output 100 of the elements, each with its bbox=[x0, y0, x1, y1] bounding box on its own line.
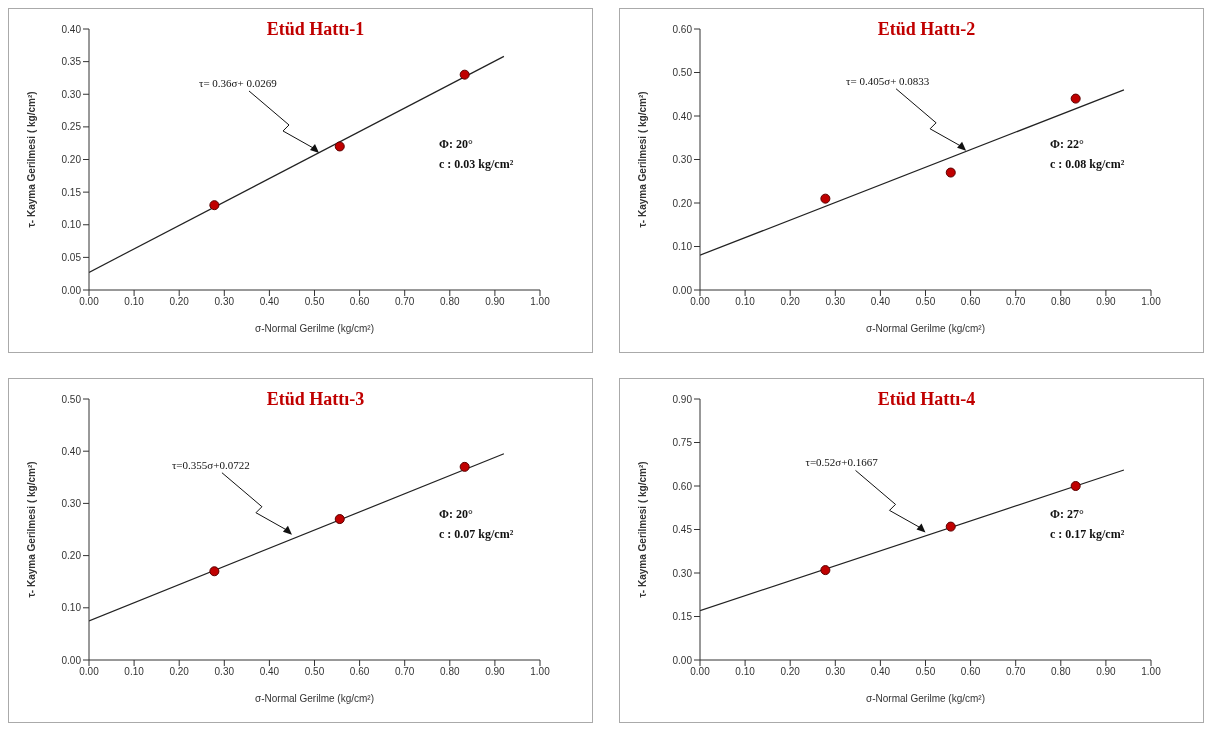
point bbox=[945, 521, 956, 532]
x-tick-label: 0.10 bbox=[735, 296, 756, 308]
y-tick-label: 0.30 bbox=[672, 154, 693, 166]
y-tick-label: 0.25 bbox=[61, 121, 82, 133]
x-tick-label: 0.90 bbox=[1096, 666, 1117, 678]
x-tick-label: 0.70 bbox=[1005, 666, 1026, 678]
x-tick-label: 0.90 bbox=[485, 296, 506, 308]
x-tick-label: 0.80 bbox=[1051, 296, 1071, 308]
point bbox=[334, 514, 345, 525]
point bbox=[209, 566, 220, 577]
x-tick-label: 0.50 bbox=[304, 666, 325, 678]
point bbox=[334, 141, 345, 152]
annotation: τ= 0.36σ+ 0.0269 bbox=[199, 76, 278, 89]
x-tick-label: 1.00 bbox=[1141, 296, 1162, 308]
x-tick-label: 1.00 bbox=[530, 296, 551, 308]
y-tick-label: 0.10 bbox=[61, 219, 82, 231]
y-tick-label: 0.45 bbox=[672, 524, 693, 536]
chart-title: Etüd Hattı-3 bbox=[265, 389, 366, 410]
y-tick-label: 0.10 bbox=[61, 602, 82, 614]
x-tick-label: 0.40 bbox=[870, 666, 891, 678]
y-tick-label: 0.15 bbox=[672, 611, 693, 623]
annotation: c : 0.08 kg/cm² bbox=[1050, 156, 1125, 173]
x-tick-label: 0.90 bbox=[485, 666, 506, 678]
point bbox=[820, 193, 831, 204]
y-axis-title: τ- Kayma Gerilmesi ( kg/cm²) bbox=[636, 461, 648, 598]
x-tick-label: 0.10 bbox=[124, 296, 145, 308]
y-tick-label: 0.20 bbox=[672, 197, 693, 209]
y-tick-label: 0.30 bbox=[61, 497, 82, 509]
x-tick-label: 0.00 bbox=[690, 296, 711, 308]
x-tick-label: 0.20 bbox=[169, 296, 190, 308]
x-tick-label: 0.60 bbox=[960, 296, 981, 308]
point bbox=[209, 200, 220, 211]
y-tick-label: 0.30 bbox=[61, 88, 82, 100]
x-tick-label: 0.40 bbox=[870, 296, 891, 308]
x-tick-label: 1.00 bbox=[530, 666, 551, 678]
chart-title: Etüd Hattı-1 bbox=[265, 19, 366, 40]
annotation: Φ: 20° bbox=[439, 136, 474, 153]
y-tick-label: 0.20 bbox=[61, 154, 82, 166]
x-axis-title: σ-Normal Gerilme (kg/cm²) bbox=[255, 693, 374, 704]
y-tick-label: 0.00 bbox=[672, 284, 693, 296]
y-tick-label: 0.15 bbox=[61, 186, 82, 198]
annotation: τ= 0.405σ+ 0.0833 bbox=[846, 74, 930, 87]
x-tick-label: 0.30 bbox=[214, 666, 235, 678]
point bbox=[1070, 480, 1081, 492]
y-tick-label: 0.50 bbox=[61, 393, 82, 405]
x-tick-label: 0.40 bbox=[259, 666, 280, 678]
y-tick-label: 0.00 bbox=[61, 284, 82, 296]
y-tick-label: 0.10 bbox=[672, 241, 693, 253]
x-tick-label: 0.50 bbox=[304, 296, 325, 308]
annotation: c : 0.17 kg/cm² bbox=[1050, 526, 1125, 543]
y-tick-label: 0.75 bbox=[672, 437, 693, 449]
y-tick-label: 0.20 bbox=[61, 550, 82, 562]
annotation: τ=0.52σ+0.1667 bbox=[805, 456, 879, 469]
annotation: Φ: 20° bbox=[439, 506, 474, 523]
x-tick-label: 0.00 bbox=[79, 296, 100, 308]
y-tick-label: 0.00 bbox=[61, 654, 82, 666]
x-tick-label: 0.50 bbox=[915, 296, 936, 308]
x-tick-label: 1.00 bbox=[1141, 666, 1162, 678]
x-tick-label: 0.70 bbox=[394, 296, 415, 308]
x-tick-label: 0.90 bbox=[1096, 296, 1117, 308]
y-tick-label: 0.40 bbox=[672, 110, 693, 122]
y-tick-label: 0.30 bbox=[672, 567, 693, 579]
x-tick-label: 0.00 bbox=[79, 666, 100, 678]
y-tick-label: 0.40 bbox=[61, 445, 82, 457]
x-tick-label: 0.80 bbox=[1051, 666, 1071, 678]
x-tick-label: 0.60 bbox=[349, 296, 370, 308]
x-tick-label: 0.70 bbox=[1005, 296, 1026, 308]
x-axis-title: σ-Normal Gerilme (kg/cm²) bbox=[255, 323, 374, 334]
y-tick-label: 0.40 bbox=[61, 23, 82, 35]
y-tick-label: 0.00 bbox=[672, 654, 693, 666]
y-tick-label: 0.50 bbox=[672, 67, 693, 79]
x-tick-label: 0.50 bbox=[915, 666, 936, 678]
chart-title: Etüd Hattı-4 bbox=[876, 389, 977, 410]
x-tick-label: 0.80 bbox=[440, 296, 460, 308]
x-tick-label: 0.40 bbox=[259, 296, 280, 308]
point bbox=[459, 461, 470, 472]
x-axis-title: σ-Normal Gerilme (kg/cm²) bbox=[866, 323, 985, 334]
x-tick-label: 0.20 bbox=[780, 666, 801, 678]
point bbox=[459, 69, 470, 80]
point bbox=[820, 565, 831, 576]
x-tick-label: 0.10 bbox=[124, 666, 145, 678]
annotation: τ=0.355σ+0.0722 bbox=[171, 458, 250, 471]
x-tick-label: 0.00 bbox=[690, 666, 711, 678]
x-tick-label: 0.20 bbox=[169, 666, 190, 678]
x-tick-label: 0.30 bbox=[825, 296, 846, 308]
x-tick-label: 0.60 bbox=[960, 666, 981, 678]
x-tick-label: 0.60 bbox=[349, 666, 370, 678]
y-tick-label: 0.05 bbox=[61, 251, 82, 263]
y-axis-title: τ- Kayma Gerilmesi ( kg/cm²) bbox=[25, 91, 37, 228]
x-axis-title: σ-Normal Gerilme (kg/cm²) bbox=[866, 693, 985, 704]
annotation: c : 0.07 kg/cm² bbox=[439, 526, 514, 543]
y-tick-label: 0.60 bbox=[672, 480, 693, 492]
y-tick-label: 0.60 bbox=[672, 23, 693, 35]
x-tick-label: 0.30 bbox=[825, 666, 846, 678]
annotation: Φ: 22° bbox=[1050, 136, 1085, 153]
y-axis-title: τ- Kayma Gerilmesi ( kg/cm²) bbox=[25, 461, 37, 598]
x-tick-label: 0.70 bbox=[394, 666, 415, 678]
annotation: c : 0.03 kg/cm² bbox=[439, 156, 514, 173]
y-tick-label: 0.35 bbox=[61, 56, 82, 68]
y-tick-label: 0.90 bbox=[672, 393, 693, 405]
